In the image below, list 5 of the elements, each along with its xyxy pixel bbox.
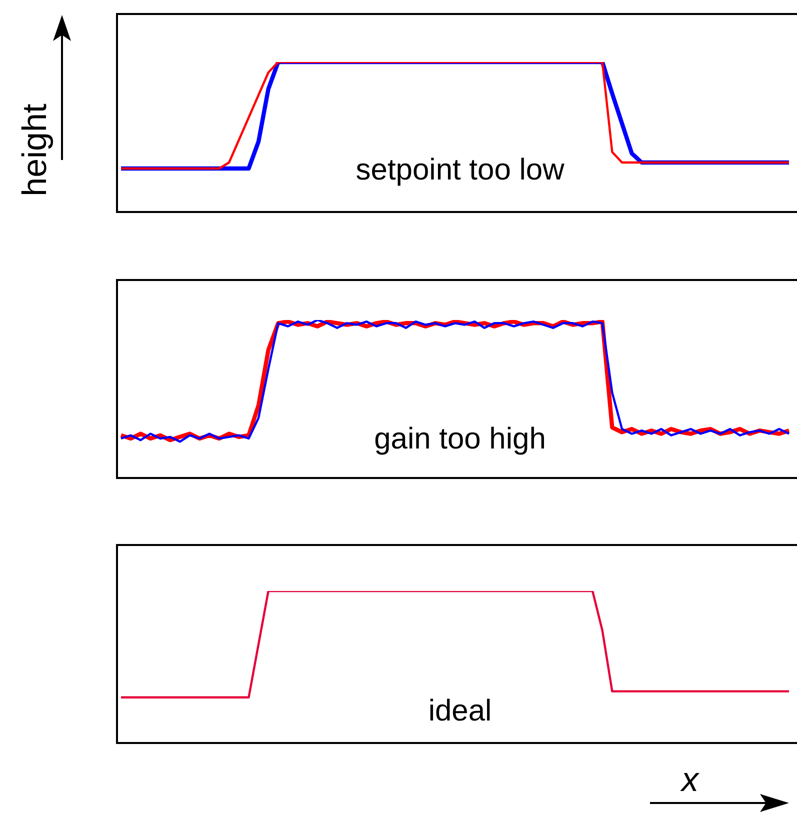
y-axis-title: height <box>15 102 55 198</box>
annotation: ideal <box>428 694 492 728</box>
annotation: setpoint too low <box>356 153 565 186</box>
annotation: gain too high <box>374 422 546 456</box>
x-axis-title: x <box>679 760 700 800</box>
